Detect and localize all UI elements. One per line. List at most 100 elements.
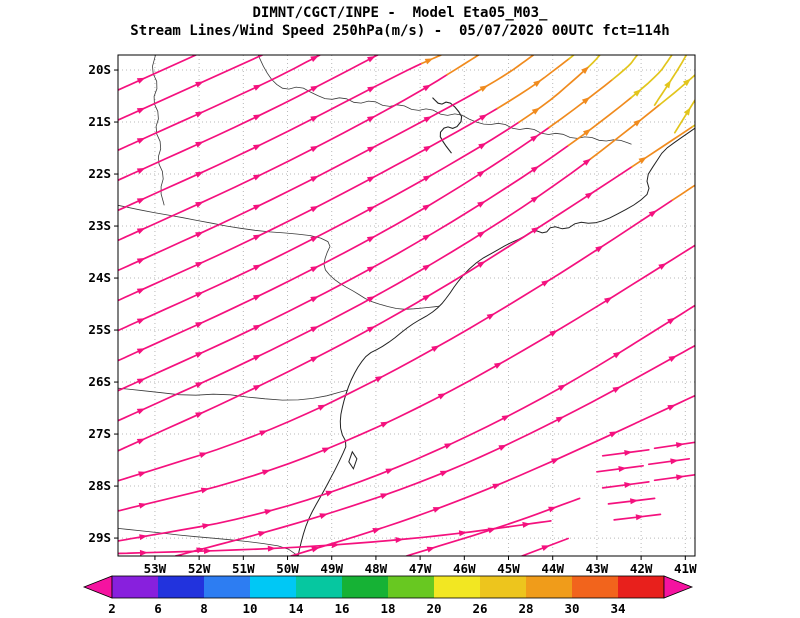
streamline-path	[585, 103, 661, 163]
flow-arrow	[252, 174, 262, 181]
colorbar-segment	[342, 576, 388, 598]
state-border	[118, 204, 441, 310]
flow-arrow	[395, 536, 404, 543]
flow-arrow	[431, 345, 440, 352]
flow-arrow	[635, 514, 644, 521]
flow-arrow	[195, 81, 204, 88]
flow-arrow	[195, 351, 204, 358]
colorbar-segment	[480, 576, 526, 598]
lon-label: 46W	[453, 561, 476, 576]
flow-arrow	[252, 294, 262, 301]
flow-arrow	[424, 58, 434, 65]
flow-arrow	[252, 264, 262, 271]
flow-arrow	[541, 279, 550, 287]
colorbar-segment	[158, 576, 204, 598]
colorbar-segment	[572, 576, 618, 598]
lon-label: 50W	[276, 561, 299, 576]
streamline-path	[611, 55, 639, 81]
plot-frame	[117, 54, 696, 557]
chart-title-line2: Stream Lines/Wind Speed 250hPa(m/s) - 05…	[130, 23, 670, 39]
colorbar-value: 8	[200, 601, 208, 616]
streamline-path	[118, 165, 633, 452]
flow-arrow	[380, 421, 389, 428]
flow-arrow	[432, 507, 442, 513]
flow-arrow	[437, 393, 447, 400]
flow-arrow	[549, 330, 558, 337]
flow-arrow	[136, 167, 146, 174]
flow-arrow	[530, 195, 540, 203]
flow-arrow	[486, 313, 496, 320]
streamline-path	[118, 161, 588, 422]
flow-arrow	[604, 296, 613, 304]
flow-arrow	[477, 261, 486, 268]
flow-arrow	[423, 116, 433, 123]
flow-arrow	[668, 355, 677, 363]
streamline-path	[118, 520, 552, 555]
colorbar-segment	[296, 576, 342, 598]
colorbar-value: 16	[334, 601, 349, 616]
wind-speed-colorbar: 2 6 8 10 14 16 18 20 26 28 30 34	[82, 575, 694, 616]
flow-arrow	[195, 382, 204, 389]
flow-arrow	[195, 201, 204, 208]
flow-arrow	[325, 490, 334, 497]
flow-arrow	[321, 447, 331, 454]
flow-arrow	[629, 498, 639, 505]
flow-arrow	[367, 56, 376, 63]
flow-arrow	[136, 258, 146, 265]
flow-arrow	[203, 548, 212, 555]
streamline-path	[446, 55, 480, 76]
flow-arrow	[253, 84, 262, 91]
flow-arrow	[531, 107, 541, 115]
flow-arrow	[136, 77, 146, 84]
streamline-path	[118, 304, 695, 542]
flow-arrow	[548, 506, 557, 513]
flow-arrow	[259, 430, 268, 437]
lat-label: 26S	[88, 374, 111, 389]
colorbar-segment	[250, 576, 296, 598]
flow-arrow	[310, 235, 319, 243]
streamline-path	[496, 57, 570, 110]
streamline-path	[647, 457, 691, 466]
flow-arrow	[310, 115, 319, 122]
streamline-path	[671, 184, 695, 201]
flow-arrow	[479, 85, 489, 92]
lon-label: 51W	[232, 561, 255, 576]
streamline-path	[290, 394, 695, 556]
colorbar-value: 30	[564, 601, 579, 616]
flow-arrow	[522, 521, 531, 528]
flow-arrow	[612, 351, 622, 359]
flow-arrow	[310, 205, 319, 213]
colorbar-segment	[112, 576, 158, 598]
streamline-path	[174, 344, 695, 556]
flow-arrow	[487, 527, 497, 534]
flow-arrow	[501, 414, 511, 422]
flow-arrow	[667, 317, 676, 325]
flow-arrow	[533, 79, 542, 87]
lat-label: 29S	[88, 530, 111, 545]
lon-label: 48W	[365, 561, 388, 576]
flow-arrow	[585, 192, 594, 199]
flow-arrow	[444, 443, 453, 450]
flow-arrow	[319, 513, 328, 519]
lat-label: 28S	[88, 478, 111, 493]
lon-label: 53W	[144, 561, 167, 576]
flow-arrow	[136, 197, 146, 204]
colorbar-value: 18	[380, 601, 395, 616]
flow-arrow	[310, 55, 319, 63]
flow-arrow	[530, 165, 540, 173]
flow-arrow	[658, 263, 667, 270]
streamline-path	[567, 96, 632, 147]
flow-arrow	[200, 487, 210, 494]
flow-arrow	[258, 531, 267, 537]
flow-arrow	[138, 502, 148, 509]
flow-arrow	[195, 291, 204, 298]
flow-arrow	[633, 119, 642, 127]
colorbar-value: 28	[518, 601, 533, 616]
flow-arrow	[136, 107, 146, 114]
flow-arrow	[252, 234, 262, 241]
flow-arrow	[310, 145, 319, 153]
map-geography	[118, 55, 695, 556]
colorbar-value: 26	[472, 601, 487, 616]
flow-arrow	[252, 144, 262, 151]
lon-label: 52W	[188, 561, 211, 576]
